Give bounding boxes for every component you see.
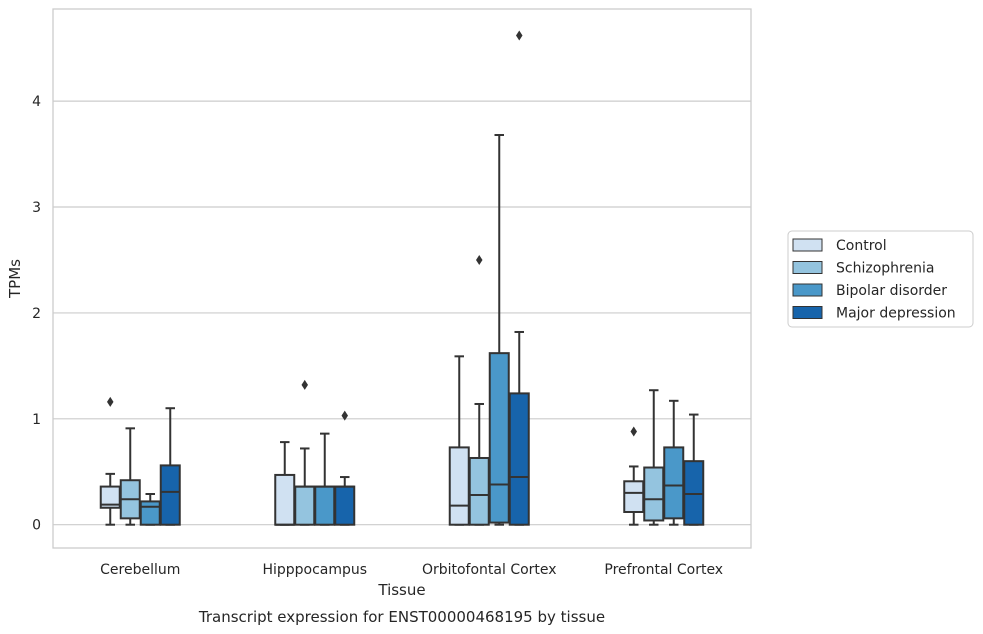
plot-frame	[52, 8, 752, 549]
box	[623, 480, 645, 513]
outlier-point	[476, 254, 483, 265]
legend-swatch	[792, 238, 823, 252]
box	[468, 456, 490, 526]
legend-label: Control	[836, 238, 887, 254]
box-plot	[623, 426, 645, 526]
legend-swatch	[792, 283, 823, 297]
outlier-point	[630, 426, 637, 437]
y-tick-label: 0	[32, 518, 41, 534]
box	[274, 473, 296, 526]
x-tick-label: Cerebellum	[100, 562, 180, 578]
y-tick-label: 2	[32, 306, 41, 322]
legend-swatch	[792, 306, 823, 319]
box-plot	[159, 407, 181, 526]
y-tick-label: 1	[32, 412, 41, 428]
box	[683, 460, 705, 526]
legend-item: Control	[792, 238, 887, 254]
box	[508, 392, 530, 526]
box-plot	[139, 492, 161, 526]
box	[334, 485, 356, 526]
box-plot	[683, 413, 705, 526]
outlier-point	[516, 30, 523, 41]
y-ticks: 0 1 2 3 4	[32, 94, 41, 534]
box-plot	[334, 410, 356, 526]
box	[663, 446, 685, 520]
legend-item: Schizophrenia	[792, 261, 934, 277]
legend-label: Major depression	[836, 306, 956, 322]
legend-frame	[787, 230, 974, 328]
outlier-point	[107, 396, 114, 407]
box-plot	[488, 134, 510, 526]
outlier-point	[301, 379, 308, 390]
box-plot	[468, 254, 490, 526]
box	[139, 500, 161, 526]
box	[159, 464, 181, 526]
box-plot	[274, 441, 296, 526]
x-ticks: Cerebellum Hipppocampus Orbitofontal Corte…	[100, 562, 723, 578]
box	[294, 485, 316, 526]
x-tick-label: Orbitofontal Cortex	[422, 562, 557, 578]
grid-lines	[53, 100, 751, 526]
box-plots	[99, 30, 705, 526]
legend-item: Major depression	[792, 306, 956, 322]
x-tick-label: Hipppocampus	[262, 562, 367, 578]
box-plot	[643, 389, 665, 526]
chart-caption: Transcript expression for ENST0000046819…	[198, 608, 605, 626]
box-plot	[119, 427, 141, 526]
box	[643, 466, 665, 522]
outlier-point	[341, 410, 348, 421]
box	[488, 352, 510, 524]
box-plot	[294, 379, 316, 526]
box-plot	[508, 30, 530, 526]
y-axis-label: TPMs	[6, 259, 24, 299]
box-plot	[314, 432, 336, 526]
box-plot	[448, 355, 470, 526]
x-tick-label: Prefrontal Cortex	[604, 562, 723, 578]
x-axis-label: Tissue	[377, 581, 425, 599]
box	[448, 446, 470, 526]
legend-item: Bipolar disorder	[792, 283, 947, 299]
legend-label: Schizophrenia	[836, 261, 934, 277]
legend-label: Bipolar disorder	[836, 283, 947, 299]
legend: Control Schizophrenia Bipolar disorder Majo…	[787, 230, 974, 328]
box-plot	[99, 396, 121, 526]
y-tick-label: 4	[32, 94, 41, 110]
y-tick-label: 3	[32, 200, 41, 216]
legend-swatch	[792, 261, 823, 274]
box	[314, 485, 336, 526]
